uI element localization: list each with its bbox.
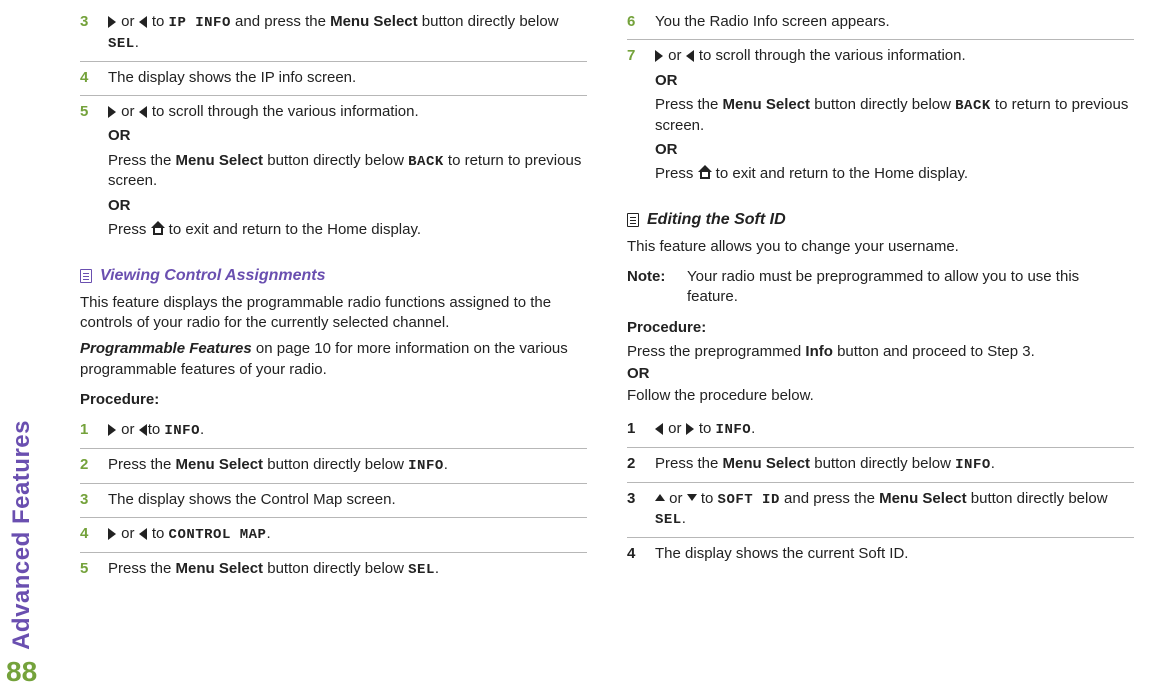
step-body: The display shows the Control Map screen… — [108, 490, 587, 510]
step: 5 or to scroll through the various infor… — [80, 96, 587, 247]
step-body: or to CONTROL MAP. — [108, 524, 587, 545]
step-body: or to scroll through the various informa… — [108, 102, 587, 240]
step-number: 4 — [627, 544, 641, 564]
step-number: 5 — [80, 559, 94, 579]
doc-icon — [627, 213, 639, 227]
left-steps-top: 3 or to IP INFO and press the Menu Selec… — [80, 6, 587, 247]
home-icon — [151, 223, 165, 235]
note-text: Your radio must be preprogrammed to allo… — [687, 267, 1134, 308]
step-number: 2 — [627, 454, 641, 474]
step-number: 5 — [80, 102, 94, 122]
step-number: 7 — [627, 46, 641, 66]
step-body: The display shows the current Soft ID. — [655, 544, 1134, 564]
arrow-down-icon — [687, 494, 697, 502]
step-body: or to IP INFO and press the Menu Select … — [108, 12, 587, 54]
left-section-body-1: Programmable Features on page 10 for mor… — [80, 339, 587, 380]
step: 2 Press the Menu Select button directly … — [627, 448, 1134, 483]
step-body: The display shows the IP info screen. — [108, 68, 587, 88]
arrow-up-icon — [655, 494, 665, 502]
step-number: 3 — [627, 489, 641, 509]
step-number: 2 — [80, 455, 94, 475]
step-body: Press the Menu Select button directly be… — [108, 559, 587, 580]
arrow-left-icon — [139, 424, 148, 436]
step-body: or to SOFT ID and press the Menu Select … — [655, 489, 1134, 531]
page-number: 88 — [6, 656, 37, 688]
left-steps-bottom: 1 or to INFO. 2 Press the Menu Select bu… — [80, 414, 587, 587]
right-steps-top: 6 You the Radio Info screen appears. 7 o… — [627, 6, 1134, 191]
step: 7 or to scroll through the various infor… — [627, 40, 1134, 191]
procedure-intro-line: Follow the procedure below. — [627, 386, 1134, 406]
step: 4 The display shows the current Soft ID. — [627, 538, 1134, 571]
step-body: Press the Menu Select button directly be… — [108, 455, 587, 476]
arrow-left-icon — [655, 423, 664, 435]
doc-icon — [80, 269, 92, 283]
step-number: 3 — [80, 12, 94, 32]
procedure-intro-line: OR — [627, 364, 1134, 384]
side-section-label: Advanced Features — [8, 420, 36, 650]
step: 5 Press the Menu Select button directly … — [80, 553, 587, 587]
step-body: You the Radio Info screen appears. — [655, 12, 1134, 32]
arrow-right-icon — [108, 16, 117, 28]
step-number: 6 — [627, 12, 641, 32]
step: 2 Press the Menu Select button directly … — [80, 449, 587, 484]
step: 6 You the Radio Info screen appears. — [627, 6, 1134, 40]
step: 3 The display shows the Control Map scre… — [80, 484, 587, 518]
right-section-title-text: Editing the Soft ID — [647, 209, 786, 231]
right-section-body-0: This feature allows you to change your u… — [627, 237, 1134, 257]
procedure-intro-line: Press the preprogrammed Info button and … — [627, 342, 1134, 362]
step-number: 1 — [80, 420, 94, 440]
step: 1 or to INFO. — [627, 413, 1134, 448]
sidebar: Advanced Features 88 — [6, 420, 37, 688]
step-body: Press the Menu Select button directly be… — [655, 454, 1134, 475]
arrow-right-icon — [108, 528, 117, 540]
arrow-right-icon — [108, 424, 117, 436]
arrow-right-icon — [686, 423, 695, 435]
step: 4 The display shows the IP info screen. — [80, 62, 587, 96]
left-column: 3 or to IP INFO and press the Menu Selec… — [80, 6, 587, 698]
note-label: Note: — [627, 267, 673, 308]
step: 1 or to INFO. — [80, 414, 587, 449]
arrow-left-icon — [139, 528, 148, 540]
arrow-left-icon — [139, 106, 148, 118]
arrow-left-icon — [686, 50, 695, 62]
right-column: 6 You the Radio Info screen appears. 7 o… — [627, 6, 1134, 698]
note-row: Note: Your radio must be preprogrammed t… — [627, 267, 1134, 308]
columns: 3 or to IP INFO and press the Menu Selec… — [80, 0, 1134, 698]
step: 3 or to SOFT ID and press the Menu Selec… — [627, 483, 1134, 539]
right-procedure-intro: Press the preprogrammed Info button and … — [627, 342, 1134, 407]
step: 4 or to CONTROL MAP. — [80, 518, 587, 553]
step-body: or to INFO. — [655, 419, 1134, 440]
left-procedure-label: Procedure: — [80, 390, 587, 410]
arrow-left-icon — [139, 16, 148, 28]
page: Advanced Features 88 3 or to IP INFO and… — [0, 0, 1164, 698]
right-procedure-label: Procedure: — [627, 318, 1134, 338]
step-number: 4 — [80, 68, 94, 88]
step-number: 1 — [627, 419, 641, 439]
left-section-title: Viewing Control Assignments — [80, 265, 587, 287]
left-section-title-text: Viewing Control Assignments — [100, 265, 326, 287]
home-icon — [698, 167, 712, 179]
step-number: 4 — [80, 524, 94, 544]
step-number: 3 — [80, 490, 94, 510]
arrow-right-icon — [655, 50, 664, 62]
step-body: or to INFO. — [108, 420, 587, 441]
right-section-title: Editing the Soft ID — [627, 209, 1134, 231]
arrow-right-icon — [108, 106, 117, 118]
step-body: or to scroll through the various informa… — [655, 46, 1134, 184]
left-section-body-0: This feature displays the programmable r… — [80, 293, 587, 334]
right-steps-bottom: 1 or to INFO. 2 Press the Menu Select bu… — [627, 413, 1134, 572]
step: 3 or to IP INFO and press the Menu Selec… — [80, 6, 587, 62]
